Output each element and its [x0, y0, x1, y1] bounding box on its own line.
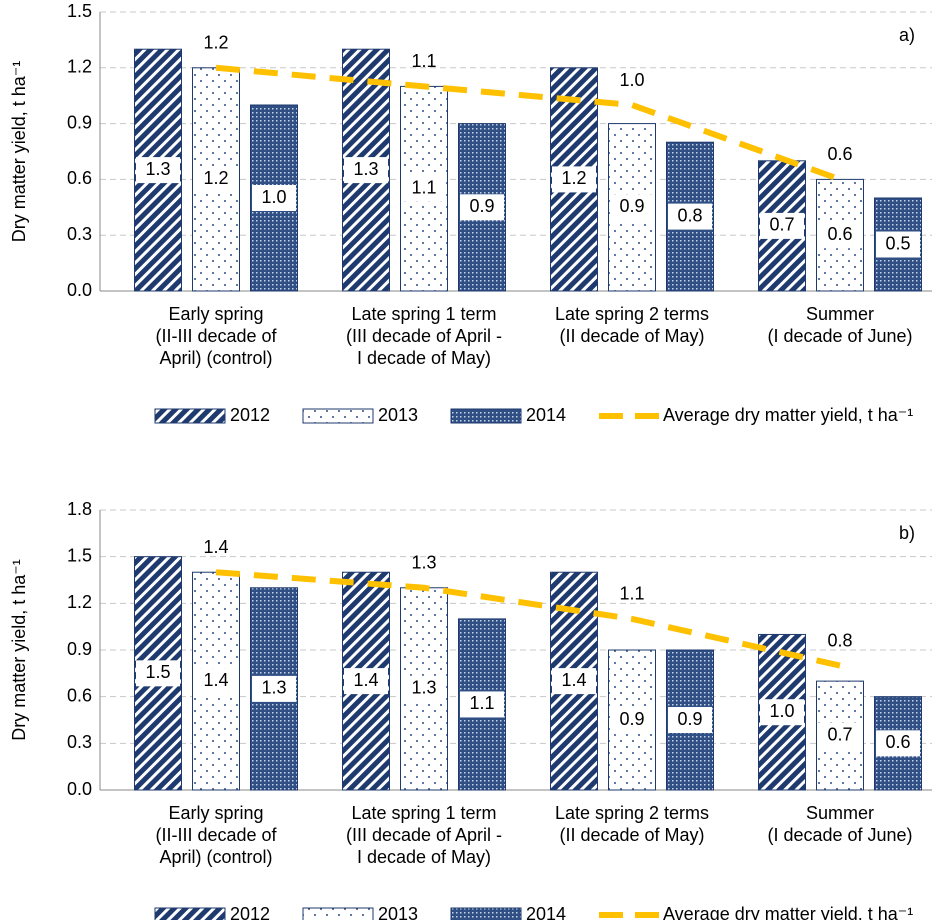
- data-label: 0.9: [469, 196, 494, 216]
- data-label: 1.3: [353, 159, 378, 179]
- legend-swatch: [302, 907, 374, 920]
- y-tick-label: 0.3: [67, 732, 92, 752]
- y-tick-label: 0.6: [67, 168, 92, 188]
- legend-label: 2014: [526, 904, 566, 920]
- data-label: 1.3: [411, 678, 436, 698]
- y-tick-label: 1.5: [67, 1, 92, 21]
- label-background: [668, 203, 712, 230]
- data-label: 0.7: [769, 215, 794, 235]
- x-tick-label: Early spring (II-III decade of April) (con…: [155, 304, 277, 368]
- x-tick-label: Summer (I decade of June): [767, 803, 912, 845]
- data-label: 0.9: [619, 196, 644, 216]
- y-tick-label: 1.8: [67, 499, 92, 519]
- legend-label: 2012: [230, 904, 270, 920]
- data-label: 0.6: [827, 224, 852, 244]
- data-label: 0.7: [827, 724, 852, 744]
- data-label: 1.4: [561, 670, 586, 690]
- label-background: [552, 668, 596, 695]
- y-tick-label: 1.2: [67, 57, 92, 77]
- data-label: 1.4: [203, 670, 228, 690]
- x-tick-label: Summer (I decade of June): [767, 304, 912, 346]
- label-background: [668, 707, 712, 733]
- legend-swatch: [302, 408, 374, 424]
- label-background: [344, 157, 388, 184]
- legend-swatch: [154, 408, 226, 424]
- label-background: [876, 231, 920, 258]
- label-background: [344, 668, 388, 695]
- label-background: [194, 166, 238, 193]
- data-label: 1.0: [769, 701, 794, 721]
- legend-label: Average dry matter yield, t ha⁻¹: [663, 405, 913, 425]
- data-label: 1.1: [411, 177, 436, 197]
- y-tick-label: 0.6: [67, 685, 92, 705]
- label-background: [818, 222, 862, 249]
- y-tick-label: 1.5: [67, 545, 92, 565]
- legend-label: Average dry matter yield, t ha⁻¹: [663, 904, 913, 920]
- average-line: [215, 569, 841, 669]
- y-tick-label: 0.0: [67, 779, 92, 799]
- x-tick-label: Early spring (II-III decade of April) (con…: [155, 803, 277, 867]
- y-tick-label: 0.9: [67, 112, 92, 132]
- y-tick-label: 1.2: [67, 592, 92, 612]
- label-background: [136, 157, 180, 184]
- label-background: [760, 212, 804, 239]
- data-label: 0.8: [677, 205, 702, 225]
- data-label: 0.9: [619, 709, 644, 729]
- line-label: 1.1: [619, 584, 644, 604]
- data-label: 1.0: [261, 187, 286, 207]
- x-tick-label: Late spring 2 terms (II decade of May): [555, 304, 709, 346]
- line-label: 1.4: [203, 537, 228, 557]
- y-tick-label: 0.3: [67, 224, 92, 244]
- label-background: [252, 185, 296, 211]
- legend-swatch: [450, 408, 522, 424]
- data-label: 1.2: [203, 168, 228, 188]
- y-tick-label: 0.9: [67, 639, 92, 659]
- legend-swatch: [450, 907, 522, 920]
- legend-label: 2014: [526, 405, 566, 425]
- label-background: [252, 675, 296, 702]
- data-label: 0.5: [885, 233, 910, 253]
- data-label: 0.9: [677, 709, 702, 729]
- line-label: 1.0: [619, 70, 644, 90]
- label-background: [760, 699, 804, 726]
- legend-label: 2013: [378, 904, 418, 920]
- panel-label: a): [899, 25, 915, 45]
- label-background: [402, 175, 446, 202]
- y-axis-title: Dry matter yield, t ha⁻¹: [9, 61, 29, 243]
- label-background: [610, 707, 654, 733]
- legend-label: 2013: [378, 405, 418, 425]
- label-background: [552, 166, 596, 193]
- y-tick-label: 0.0: [67, 280, 92, 300]
- panel-label: b): [899, 523, 915, 543]
- line-label: 0.6: [827, 144, 852, 164]
- label-background: [818, 722, 862, 749]
- line-label: 0.8: [827, 630, 852, 650]
- legend-swatch: [154, 907, 226, 920]
- label-background: [194, 668, 238, 695]
- y-axis-title: Dry matter yield, t ha⁻¹: [9, 559, 29, 741]
- label-background: [460, 194, 504, 221]
- x-tick-label: Late spring 1 term (III decade of April -…: [346, 304, 502, 368]
- line-label: 1.2: [203, 33, 228, 53]
- line-label: 1.3: [411, 553, 436, 573]
- label-background: [876, 730, 920, 757]
- legend-label: 2012: [230, 405, 270, 425]
- label-background: [610, 194, 654, 221]
- data-label: 1.3: [145, 159, 170, 179]
- data-label: 1.2: [561, 168, 586, 188]
- x-tick-label: Late spring 2 terms (II decade of May): [555, 803, 709, 845]
- label-background: [136, 660, 180, 687]
- x-tick-label: Late spring 1 term (III decade of April -…: [346, 803, 502, 867]
- data-label: 1.5: [145, 662, 170, 682]
- data-label: 1.1: [469, 693, 494, 713]
- label-background: [402, 675, 446, 702]
- label-background: [460, 691, 504, 718]
- line-label: 1.1: [411, 51, 436, 71]
- data-label: 1.4: [353, 670, 378, 690]
- data-label: 1.3: [261, 678, 286, 698]
- data-label: 0.6: [885, 732, 910, 752]
- average-line: [215, 64, 842, 183]
